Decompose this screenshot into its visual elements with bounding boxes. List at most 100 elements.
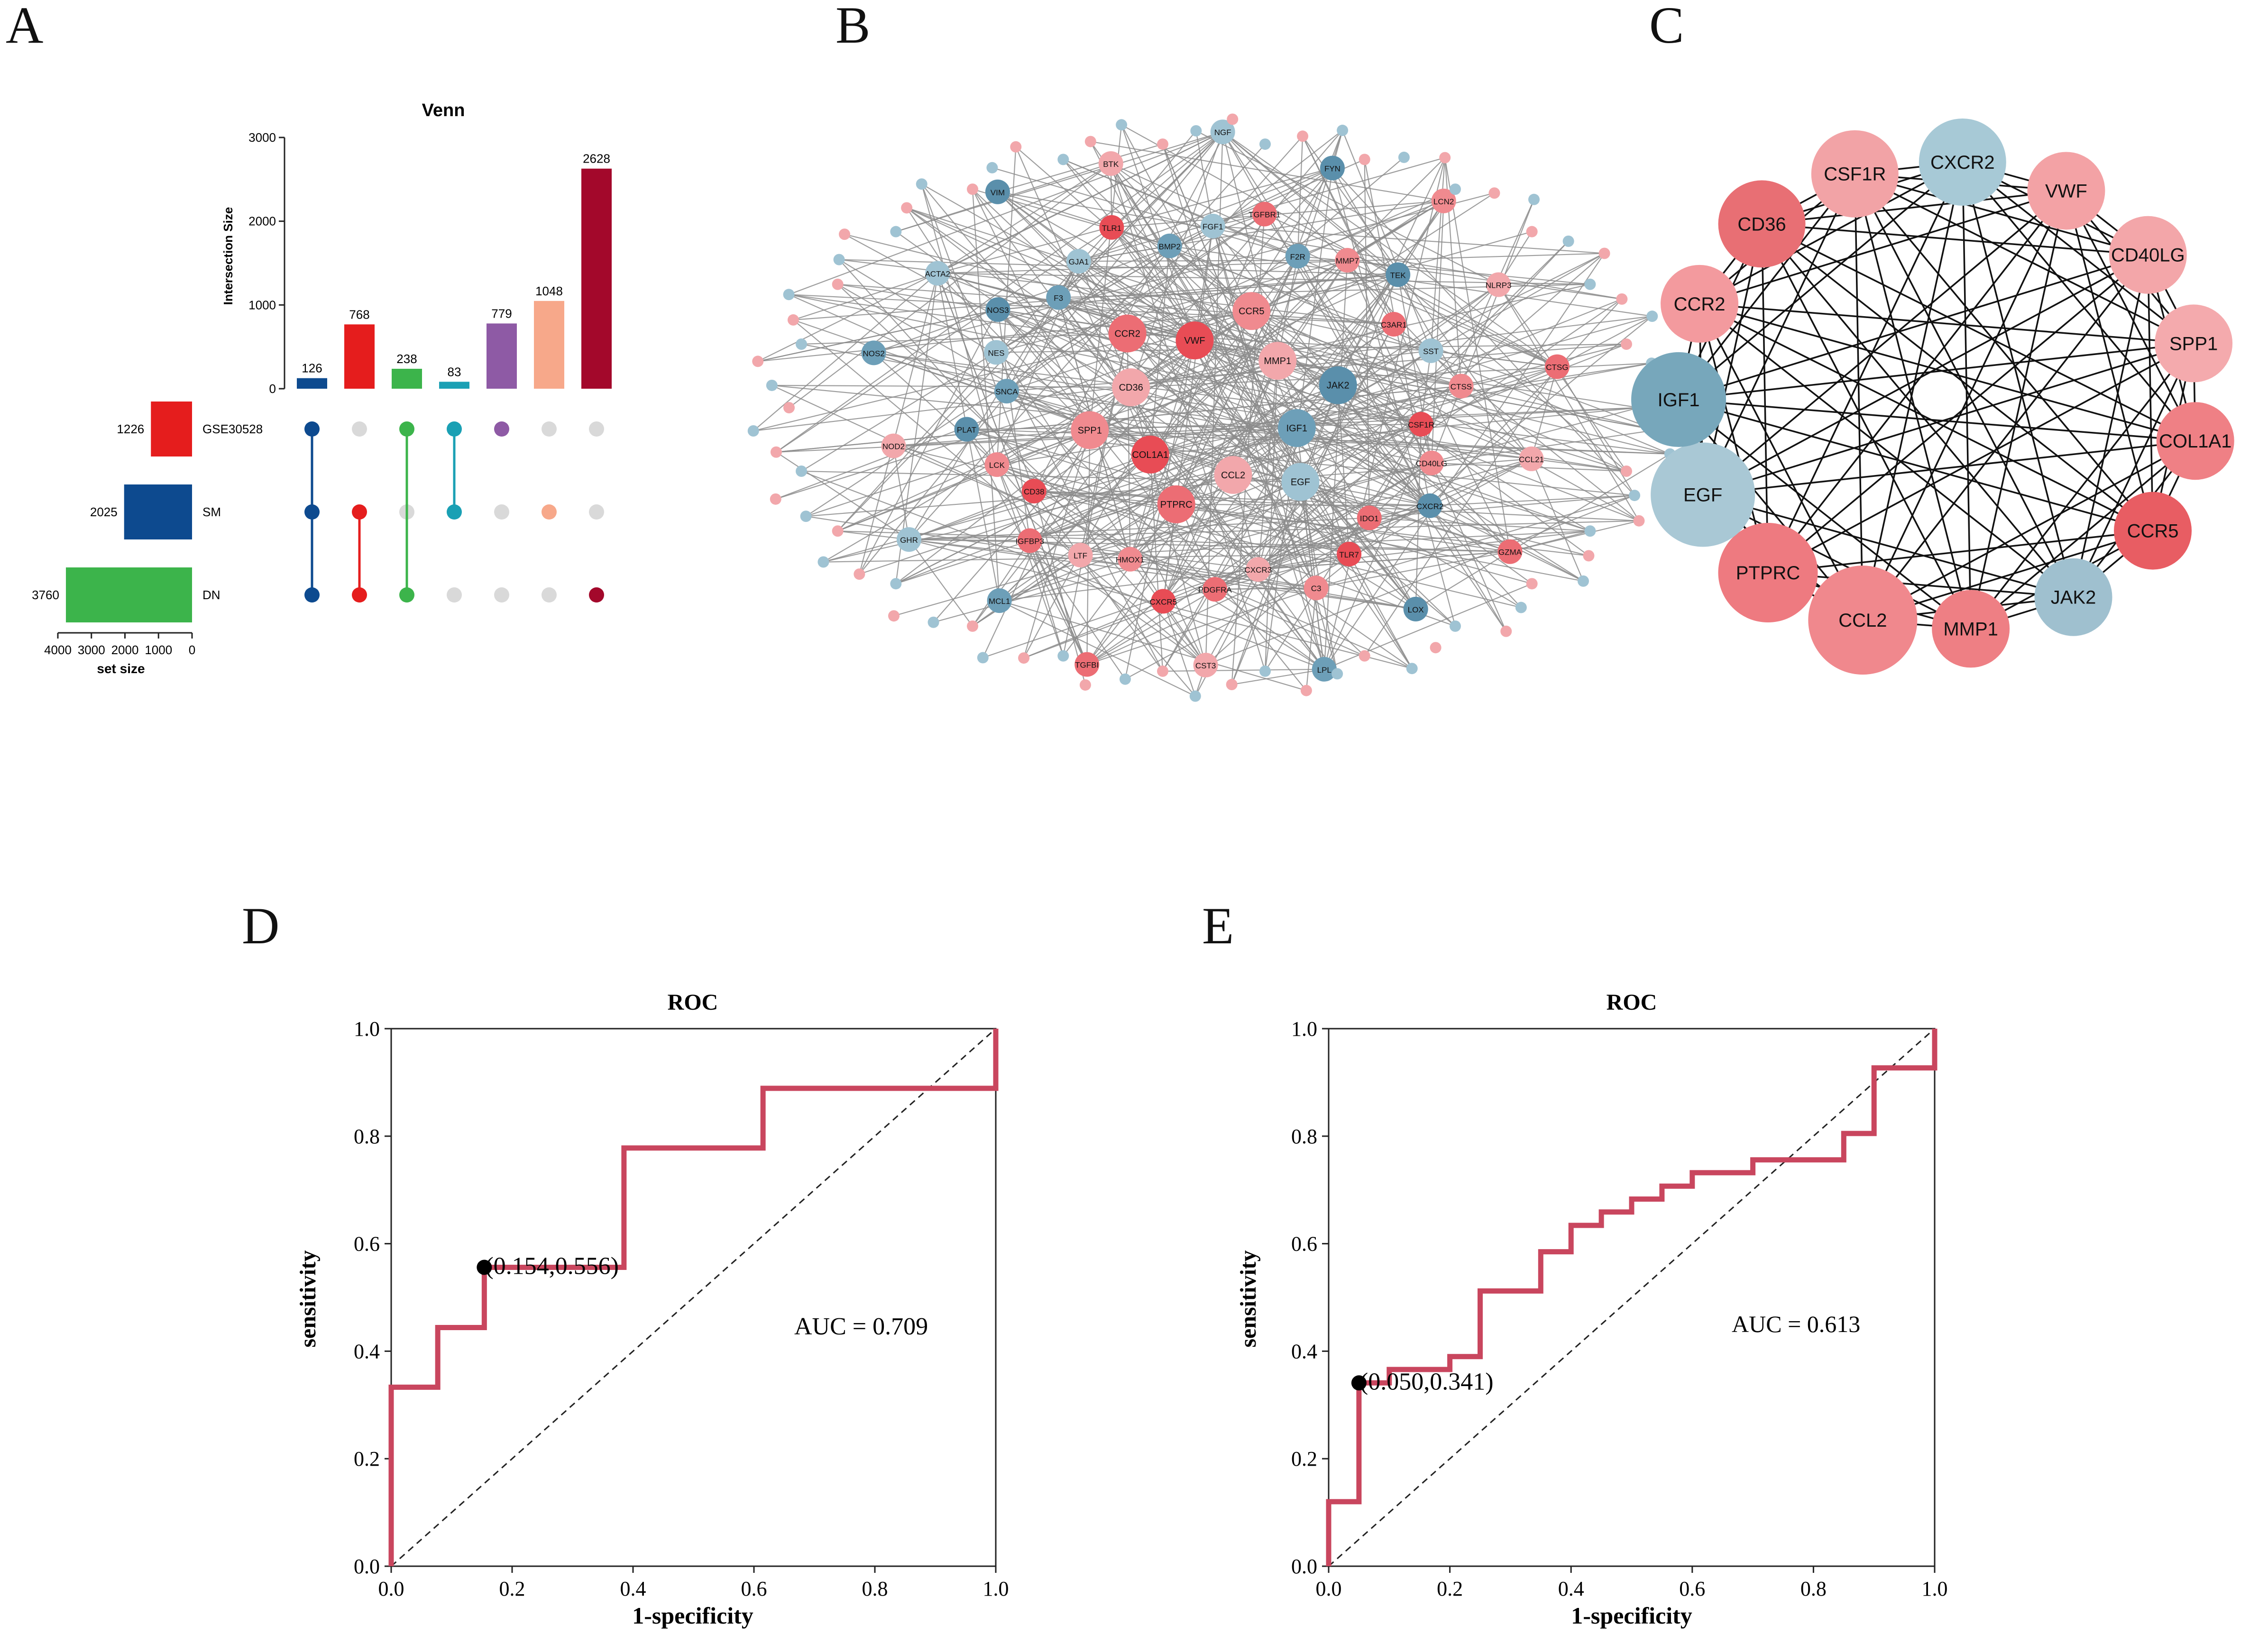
- panel-letter-a: A: [6, 0, 43, 54]
- network-b-edge: [1258, 361, 1278, 570]
- network-b-node: [1118, 547, 1143, 572]
- network-c-node-label: CD36: [1737, 214, 1786, 235]
- network-b-peripheral-node: [1583, 550, 1595, 562]
- network-b-edge: [1214, 589, 1325, 670]
- network-b-edge: [1023, 517, 1370, 659]
- network-c-edge: [1699, 303, 2194, 345]
- network-b-node: [1320, 155, 1345, 181]
- roc-diagonal-reference: [1328, 1028, 1935, 1567]
- network-b-node-label: GHR: [900, 536, 918, 545]
- network-b-node: [1281, 463, 1320, 501]
- network-b-peripheral-node: [1584, 525, 1596, 537]
- network-c-edge: [2072, 343, 2195, 598]
- network-b-edge: [1149, 454, 1164, 671]
- intersection-bar-label: 238: [396, 352, 417, 366]
- network-b-edge: [1150, 316, 1653, 455]
- network-b-edge: [1214, 553, 1350, 590]
- network-b-node: [1418, 338, 1443, 363]
- network-b-peripheral-node: [1488, 187, 1500, 199]
- network-b-peripheral-node: [1359, 154, 1370, 165]
- intersection-bar-label: 83: [448, 365, 461, 379]
- network-b-node-label: CTSG: [1546, 363, 1568, 372]
- network-b-peripheral-node: [888, 610, 900, 622]
- network-c-edge: [1699, 303, 2196, 442]
- network-b-edge: [1205, 495, 1635, 666]
- network-b-edge: [1163, 475, 1234, 602]
- network-b-node: [1112, 368, 1150, 407]
- network-b-node: [1214, 456, 1252, 494]
- network-b-edge: [776, 227, 1112, 453]
- network-b-edge: [801, 470, 1325, 670]
- network-b-peripheral-node: [832, 278, 844, 290]
- network-b-edge: [1277, 360, 1350, 555]
- network-b-node-label: LCN2: [1433, 197, 1454, 206]
- roc-y-tick-label: 0.4: [1291, 1340, 1317, 1363]
- network-b-edge: [937, 273, 1432, 464]
- roc-cutoff-point: [477, 1260, 492, 1275]
- network-c-edge: [1761, 223, 2074, 598]
- network-b-edge: [837, 429, 1090, 532]
- network-b-peripheral-node: [1633, 515, 1645, 527]
- network-c-node-label: CSF1R: [1824, 164, 1886, 185]
- network-b-peripheral-node: [1079, 679, 1091, 691]
- network-b-node-label: IDO1: [1360, 514, 1379, 523]
- network-c-edge: [2065, 191, 2154, 531]
- network-b-node-label: CCL21: [1519, 455, 1544, 464]
- network-b-edge: [1176, 503, 1510, 552]
- network-b-node-label: CXCR5: [1150, 597, 1177, 606]
- network-b-edge: [1342, 130, 1432, 351]
- intersection-bar: [439, 382, 469, 389]
- network-b-node: [987, 588, 1012, 613]
- network-b-edge: [1080, 530, 1590, 556]
- network-c-edge: [1767, 254, 2149, 574]
- intersection-bar: [392, 368, 422, 389]
- network-b-node-label: PDGFRA: [1198, 585, 1232, 594]
- roc-x-tick-label: 0.0: [1316, 1577, 1342, 1600]
- network-b-node-label: NOS3: [987, 306, 1009, 315]
- network-b-peripheral-node: [1629, 490, 1641, 502]
- network-c-node: [2027, 152, 2105, 230]
- network-b-peripheral-node: [1616, 293, 1628, 305]
- roc-d-plot: 0.00.0 0.2 0.2 0.4 0.4 0.6 0.6 0.8 0.8 1.0 1.0: [354, 1017, 1009, 1600]
- network-c-edge: [1854, 173, 2154, 531]
- network-b-edge: [997, 191, 1622, 300]
- network-b-node: [983, 340, 1009, 365]
- network-b-peripheral-node: [890, 578, 902, 590]
- network-b-peripheral-node: [1189, 690, 1201, 702]
- network-b-edge: [999, 600, 1307, 691]
- network-b-edge: [1033, 491, 1163, 672]
- intersection-bar: [534, 301, 564, 389]
- network-b-edge: [859, 131, 1223, 575]
- network-b-node: [1157, 485, 1195, 523]
- network-b-peripheral-node: [752, 356, 764, 367]
- network-b-edge: [1296, 427, 1590, 532]
- network-b-node-label: IGF1: [1286, 423, 1307, 434]
- roc-e-plot: 0.00.0 0.2 0.2 0.4 0.4 0.6 0.6 0.8 0.8 1.0 1.0: [1291, 1017, 1948, 1600]
- roc-cutoff-point: [1351, 1375, 1367, 1391]
- roc-d-title: ROC: [668, 990, 718, 1015]
- network-b-edge: [1296, 298, 1622, 429]
- network-b-edge: [1296, 428, 1431, 506]
- network-b-node: [1157, 233, 1182, 258]
- network-b-peripheral-node: [770, 446, 782, 458]
- network-b-node: [1203, 577, 1228, 602]
- matrix-dot-inactive: [542, 587, 557, 602]
- network-b-peripheral-node: [1439, 152, 1451, 164]
- network-b-peripheral-node: [967, 183, 979, 195]
- network-b-peripheral-node: [796, 338, 808, 350]
- network-b-edge: [1222, 131, 1532, 459]
- network-c-node-label: CD40LG: [2111, 245, 2185, 266]
- network-b-peripheral-node: [901, 202, 913, 214]
- network-b-peripheral-node: [1331, 668, 1343, 680]
- network-b-edge: [909, 539, 1416, 610]
- network-c-edge: [1962, 161, 2196, 442]
- roc-d-cutoff-label: (0.154,0.556): [485, 1252, 619, 1279]
- network-b-edge: [1231, 668, 1324, 685]
- network-b-peripheral-node: [783, 402, 795, 413]
- network-b-node-label: CCR5: [1239, 306, 1264, 317]
- roc-y-tick-label: 0.2: [1291, 1447, 1317, 1470]
- panel-letter-d: D: [242, 897, 279, 955]
- network-b-edge: [996, 259, 1348, 353]
- network-b-edge: [909, 539, 1510, 552]
- network-c-edge: [1678, 254, 2149, 401]
